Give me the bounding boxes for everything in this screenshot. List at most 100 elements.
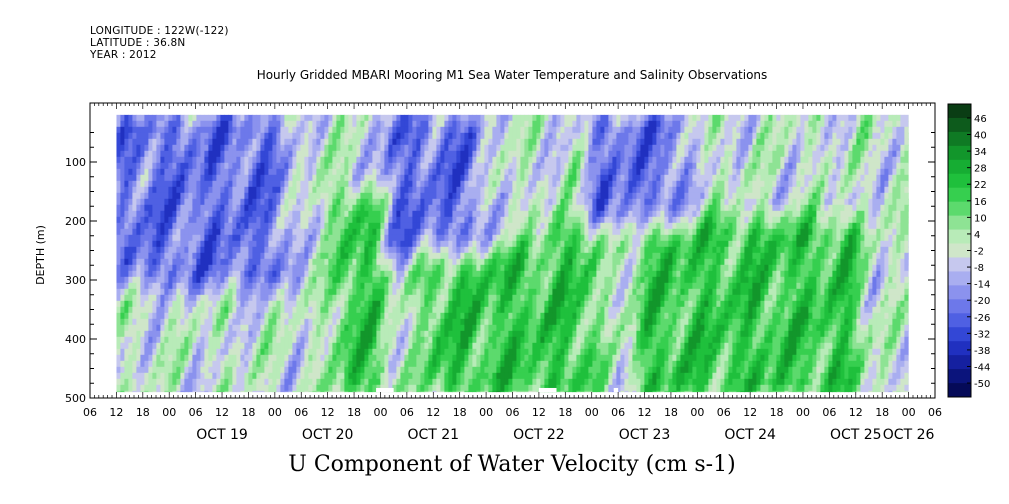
heatmap-cell: [384, 366, 390, 374]
heatmap-cell: [224, 354, 230, 362]
heatmap-cell: [292, 306, 298, 314]
heatmap-cell: [516, 210, 522, 218]
heatmap-cell: [216, 126, 222, 134]
heatmap-cell: [468, 228, 474, 236]
heatmap-cell: [212, 114, 218, 122]
heatmap-cell: [144, 288, 150, 296]
heatmap-cell: [456, 306, 462, 314]
heatmap-cell: [368, 168, 374, 176]
heatmap-cell: [152, 228, 158, 236]
heatmap-cell: [532, 126, 538, 134]
heatmap-cell: [244, 132, 250, 140]
heatmap-cell: [204, 354, 210, 362]
heatmap-cell: [436, 330, 442, 338]
heatmap-cell: [300, 282, 306, 290]
heatmap-cell: [180, 354, 186, 362]
heatmap-cell: [488, 360, 494, 368]
heatmap-cell: [280, 264, 286, 272]
heatmap-cell: [124, 174, 130, 182]
heatmap-cell: [352, 306, 358, 314]
heatmap-cell: [392, 186, 398, 194]
heatmap-cell: [132, 234, 138, 242]
heatmap-cell: [236, 174, 242, 182]
heatmap-cell: [476, 216, 482, 224]
heatmap-cell: [472, 162, 478, 170]
heatmap-cell: [316, 174, 322, 182]
heatmap-cell: [184, 240, 190, 248]
heatmap-cell: [504, 372, 510, 380]
heatmap-cell: [452, 234, 458, 242]
heatmap-cell: [276, 324, 282, 332]
heatmap-cell: [392, 198, 398, 206]
heatmap-cell: [520, 180, 526, 188]
heatmap-cell: [460, 348, 466, 356]
heatmap-cell: [184, 258, 190, 266]
heatmap-cell: [168, 210, 174, 218]
heatmap-cell: [184, 186, 190, 194]
heatmap-cell: [392, 204, 398, 212]
heatmap-cell: [496, 240, 502, 248]
heatmap-cell: [204, 372, 210, 380]
heatmap-cell: [368, 372, 374, 380]
heatmap-cell: [344, 192, 350, 200]
heatmap-cell: [376, 282, 382, 290]
heatmap-cell: [188, 288, 194, 296]
heatmap-cell: [520, 294, 526, 302]
heatmap-cell: [400, 216, 406, 224]
heatmap-cell: [308, 390, 314, 393]
heatmap-cell: [132, 180, 138, 188]
heatmap-cell: [372, 234, 378, 242]
heatmap-cell: [332, 210, 338, 218]
heatmap-cell: [448, 216, 454, 224]
heatmap-cell: [520, 288, 526, 296]
heatmap-cell: [284, 216, 290, 224]
heatmap-cell: [392, 288, 398, 296]
heatmap-cell: [296, 342, 302, 350]
heatmap-cell: [312, 264, 318, 272]
heatmap-cell: [296, 192, 302, 200]
heatmap-cell: [524, 186, 530, 194]
heatmap-cell: [220, 312, 226, 320]
heatmap-cell: [316, 306, 322, 314]
heatmap-cell: [420, 156, 426, 164]
heatmap-cell: [120, 216, 126, 224]
heatmap-cell: [312, 198, 318, 206]
heatmap-cell: [276, 372, 282, 380]
heatmap-cell: [440, 126, 446, 134]
heatmap-cell: [152, 288, 158, 296]
heatmap-cell: [184, 312, 190, 320]
heatmap-cell: [380, 312, 386, 320]
heatmap-cell: [128, 378, 134, 386]
heatmap-cell: [428, 348, 434, 356]
heatmap-cell: [436, 258, 442, 266]
heatmap-cell: [376, 336, 382, 344]
heatmap-cell: [508, 330, 514, 338]
heatmap-cell: [456, 144, 462, 152]
heatmap-cell: [516, 366, 522, 374]
heatmap-cell: [360, 228, 366, 236]
heatmap-cell: [196, 204, 202, 212]
heatmap-cell: [332, 276, 338, 284]
heatmap-cell: [252, 216, 258, 224]
heatmap-cell: [260, 372, 266, 380]
heatmap-cell: [236, 318, 242, 326]
heatmap-cell: [156, 198, 162, 206]
heatmap-cell: [192, 324, 198, 332]
heatmap-cell: [332, 240, 338, 248]
heatmap-cell: [484, 156, 490, 164]
heatmap-cell: [420, 240, 426, 248]
heatmap-cell: [408, 258, 414, 266]
heatmap-cell: [528, 276, 534, 284]
heatmap-cell: [252, 156, 258, 164]
heatmap-cell: [468, 234, 474, 242]
heatmap-cell: [148, 318, 154, 326]
heatmap-cell: [344, 138, 350, 146]
heatmap-cell: [340, 204, 346, 212]
heatmap-cell: [464, 324, 470, 332]
heatmap-cell: [220, 306, 226, 314]
heatmap-cell: [452, 306, 458, 314]
heatmap-cell: [504, 354, 510, 362]
heatmap-cell: [216, 384, 222, 392]
heatmap-cell: [448, 174, 454, 182]
heatmap-cell: [508, 252, 514, 260]
